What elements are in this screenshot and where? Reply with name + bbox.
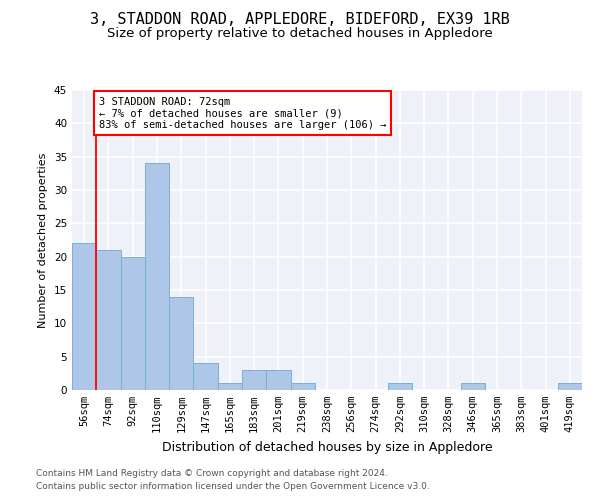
Bar [388, 384, 412, 390]
Bar [96, 250, 121, 390]
Text: 3, STADDON ROAD, APPLEDORE, BIDEFORD, EX39 1RB: 3, STADDON ROAD, APPLEDORE, BIDEFORD, EX… [90, 12, 510, 28]
Text: Contains HM Land Registry data © Crown copyright and database right 2024.: Contains HM Land Registry data © Crown c… [36, 468, 388, 477]
Bar [169, 296, 193, 390]
Bar [242, 370, 266, 390]
Y-axis label: Number of detached properties: Number of detached properties [38, 152, 49, 328]
Text: 3 STADDON ROAD: 72sqm
← 7% of detached houses are smaller (9)
83% of semi-detach: 3 STADDON ROAD: 72sqm ← 7% of detached h… [99, 96, 386, 130]
Bar [193, 364, 218, 390]
Text: Size of property relative to detached houses in Appledore: Size of property relative to detached ho… [107, 28, 493, 40]
X-axis label: Distribution of detached houses by size in Appledore: Distribution of detached houses by size … [161, 440, 493, 454]
Bar [266, 370, 290, 390]
Bar [218, 384, 242, 390]
Bar [145, 164, 169, 390]
Bar [72, 244, 96, 390]
Bar [461, 384, 485, 390]
Bar [290, 384, 315, 390]
Bar [558, 384, 582, 390]
Text: Contains public sector information licensed under the Open Government Licence v3: Contains public sector information licen… [36, 482, 430, 491]
Bar [121, 256, 145, 390]
